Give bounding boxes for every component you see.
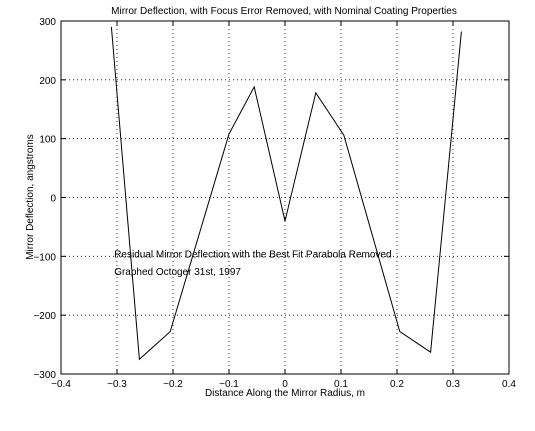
grid-lines [61, 21, 509, 374]
x-tick-label: 0.2 [390, 379, 404, 390]
x-tick-label: −0.2 [163, 379, 183, 390]
y-tick-label: 300 [39, 17, 56, 28]
y-tick-labels: −300 −200 −100 0 100 200 300 [33, 17, 56, 381]
x-tick-label: 0.4 [502, 379, 516, 390]
x-tick-label: −0.1 [219, 379, 239, 390]
x-tick-label: 0 [282, 379, 288, 390]
y-axis-label: Mirror Deflection, angstroms [25, 134, 36, 260]
annotation-text: Graphed Octoger 31st, 1997 [114, 267, 241, 278]
x-tick-label: 0.3 [446, 379, 460, 390]
y-tick-label: −200 [33, 311, 56, 322]
y-tick-label: 0 [50, 194, 56, 205]
y-tick-label: 200 [39, 76, 56, 87]
x-axis-label: Distance Along the Mirror Radius, m [205, 388, 365, 399]
annotation-text: Residual Mirror Deflection with the Best… [114, 249, 391, 260]
x-tick-label: −0.3 [107, 379, 127, 390]
x-tick-label: 0.1 [334, 379, 348, 390]
x-tick-label: −0.4 [51, 379, 71, 390]
y-tick-label: 100 [39, 135, 56, 146]
x-tick-labels: −0.4 −0.3 −0.2 −0.1 0 0.1 0.2 0.3 0.4 [51, 379, 516, 390]
y-tick-label: −100 [33, 252, 56, 263]
chart-title: Mirror Deflection, with Focus Error Remo… [111, 6, 457, 17]
annotations: Residual Mirror Deflection with the Best… [114, 249, 391, 278]
series-line-mirror-deflection [110, 26, 462, 361]
axis-ticks [60, 20, 510, 375]
y-tick-label: −300 [33, 370, 56, 381]
